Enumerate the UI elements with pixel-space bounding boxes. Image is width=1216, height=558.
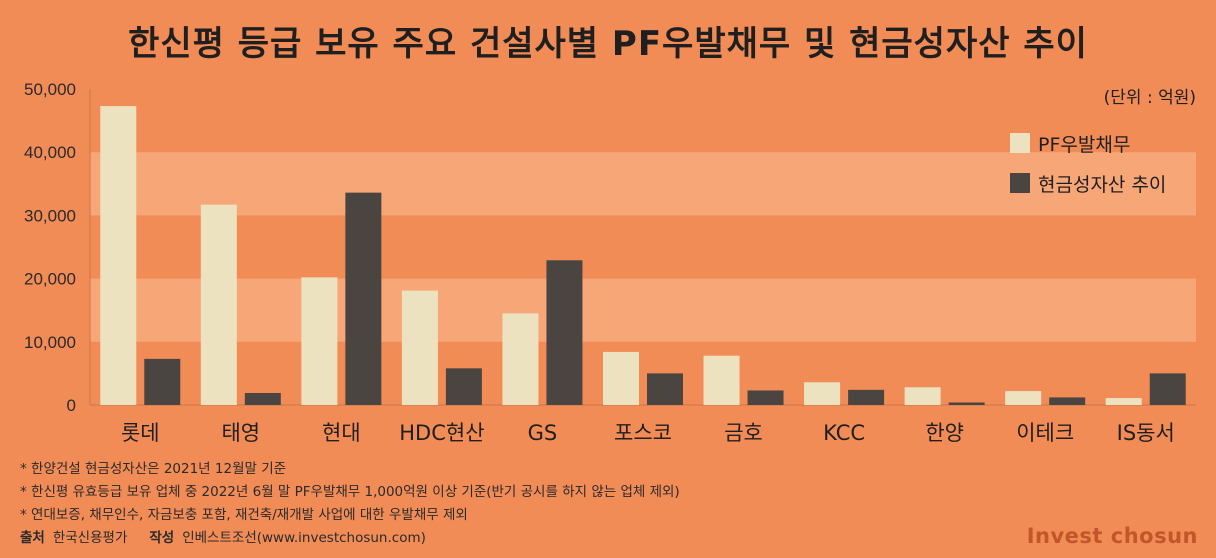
legend-pf-contingent-debt-swatch — [1010, 133, 1030, 153]
credit-line: 출처 한국신용평가 작성 인베스트조선(www.investchosun.com) — [20, 527, 680, 550]
x-category-label: 현대 — [322, 421, 361, 445]
bar-cash-assets — [546, 260, 583, 405]
bar-pf-contingent-debt — [603, 351, 639, 405]
bar-pf-contingent-debt — [301, 277, 338, 405]
bar-cash-assets — [1149, 373, 1186, 405]
y-tick-label: 20,000 — [24, 270, 76, 289]
x-category-label: KCC — [823, 421, 865, 445]
legend-pf-contingent-debt-label: PF우발채무 — [1038, 134, 1130, 156]
x-category-label: GS — [528, 421, 558, 445]
y-tick-label: 40,000 — [24, 143, 76, 162]
x-category-label: IS동서 — [1117, 421, 1175, 445]
footnote: * 한신평 유효등급 보유 업체 중 2022년 6월 말 PF우발채무 1,0… — [20, 484, 680, 500]
legend-cash-assets-swatch — [1010, 173, 1030, 193]
bar-pf-contingent-debt — [703, 355, 740, 405]
source-value: 한국신용평가 — [52, 530, 128, 546]
bar-cash-assets — [747, 390, 784, 405]
grid-band — [90, 278, 1196, 342]
footnote: * 연대보증, 채무인수, 자금보충 포함, 재건축/재개발 사업에 대한 우발… — [20, 507, 468, 523]
bar-pf-contingent-debt — [200, 204, 237, 405]
unit-label: (단위 : 억원) — [1104, 88, 1196, 108]
footnote: * 한양건설 현금성자산은 2021년 12월말 기준 — [20, 461, 287, 477]
x-category-label: 금호 — [724, 421, 763, 445]
bar-cash-assets — [345, 192, 382, 405]
x-category-label: HDC현산 — [399, 421, 484, 445]
y-tick-label: 10,000 — [24, 333, 76, 352]
grid-band — [90, 152, 1196, 216]
x-category-label: 포스코 — [614, 421, 672, 445]
y-tick-label: 50,000 — [24, 80, 76, 99]
bar-pf-contingent-debt — [1105, 398, 1142, 405]
legend-cash-assets-label: 현금성자산 추이 — [1038, 174, 1166, 196]
author-value: 인베스트조선(www.investchosun.com) — [182, 530, 426, 546]
x-category-label: 롯데 — [121, 421, 160, 445]
brand-logo: Invest chosun — [1026, 524, 1198, 548]
bar-cash-assets — [848, 389, 885, 405]
bar-pf-contingent-debt — [904, 387, 941, 405]
source-label: 출처 — [20, 530, 45, 546]
bar-pf-contingent-debt — [502, 313, 539, 405]
bar-cash-assets — [948, 402, 985, 405]
bar-cash-assets — [144, 358, 181, 405]
bar-pf-contingent-debt — [401, 290, 438, 405]
footnotes: * 한양건설 현금성자산은 2021년 12월말 기준 * 한신평 유효등급 보… — [20, 458, 680, 550]
bar-cash-assets — [1049, 397, 1086, 405]
bar-cash-assets — [647, 373, 683, 405]
y-tick-label: 30,000 — [24, 206, 76, 225]
bar-pf-contingent-debt — [1005, 391, 1042, 405]
x-category-label: 한양 — [925, 421, 964, 445]
chart-title: 한신평 등급 보유 주요 건설사별 PF우발채무 및 현금성자산 추이 — [128, 24, 1088, 64]
x-category-label: 태영 — [221, 421, 260, 445]
bar-pf-contingent-debt — [804, 382, 841, 405]
y-tick-label: 0 — [67, 396, 76, 415]
bar-cash-assets — [445, 368, 482, 405]
bar-cash-assets — [244, 392, 281, 405]
x-category-label: 이테크 — [1016, 421, 1074, 445]
author-label: 작성 — [149, 530, 175, 546]
bar-pf-contingent-debt — [100, 106, 137, 406]
